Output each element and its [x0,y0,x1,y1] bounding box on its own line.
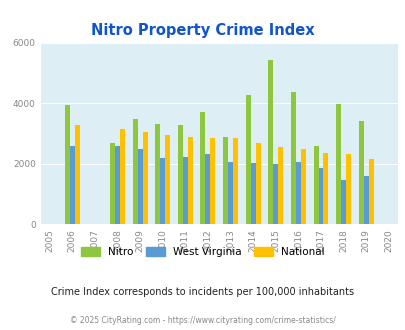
Bar [142,132,147,224]
Bar [255,143,260,224]
Bar [340,180,345,224]
Bar [358,121,363,224]
Bar [273,164,277,224]
Bar [182,157,188,224]
Bar [119,129,125,224]
Text: Nitro Property Crime Index: Nitro Property Crime Index [91,23,314,38]
Bar [115,147,119,224]
Bar [368,159,373,224]
Bar [245,95,250,224]
Bar [165,135,170,224]
Bar [295,162,300,224]
Bar [70,146,75,224]
Bar [318,168,323,224]
Bar [313,147,318,224]
Text: © 2025 CityRating.com - https://www.cityrating.com/crime-statistics/: © 2025 CityRating.com - https://www.city… [70,315,335,325]
Bar [75,125,79,224]
Bar [110,143,115,224]
Bar [222,137,228,224]
Bar [205,154,210,224]
Bar [277,147,283,224]
Bar [250,163,255,224]
Bar [363,176,368,224]
Bar [160,158,165,224]
Bar [132,119,137,224]
Bar [155,124,160,224]
Text: Crime Index corresponds to incidents per 100,000 inhabitants: Crime Index corresponds to incidents per… [51,287,354,297]
Bar [228,162,232,224]
Bar [188,137,192,224]
Bar [177,125,182,224]
Bar [65,105,70,224]
Bar [210,138,215,224]
Bar [300,149,305,224]
Bar [345,154,350,224]
Bar [268,60,273,224]
Bar [200,112,205,224]
Bar [232,139,237,224]
Bar [323,153,328,224]
Bar [335,104,340,224]
Legend: Nitro, West Virginia, National: Nitro, West Virginia, National [78,244,327,260]
Bar [137,149,142,224]
Bar [290,92,295,224]
